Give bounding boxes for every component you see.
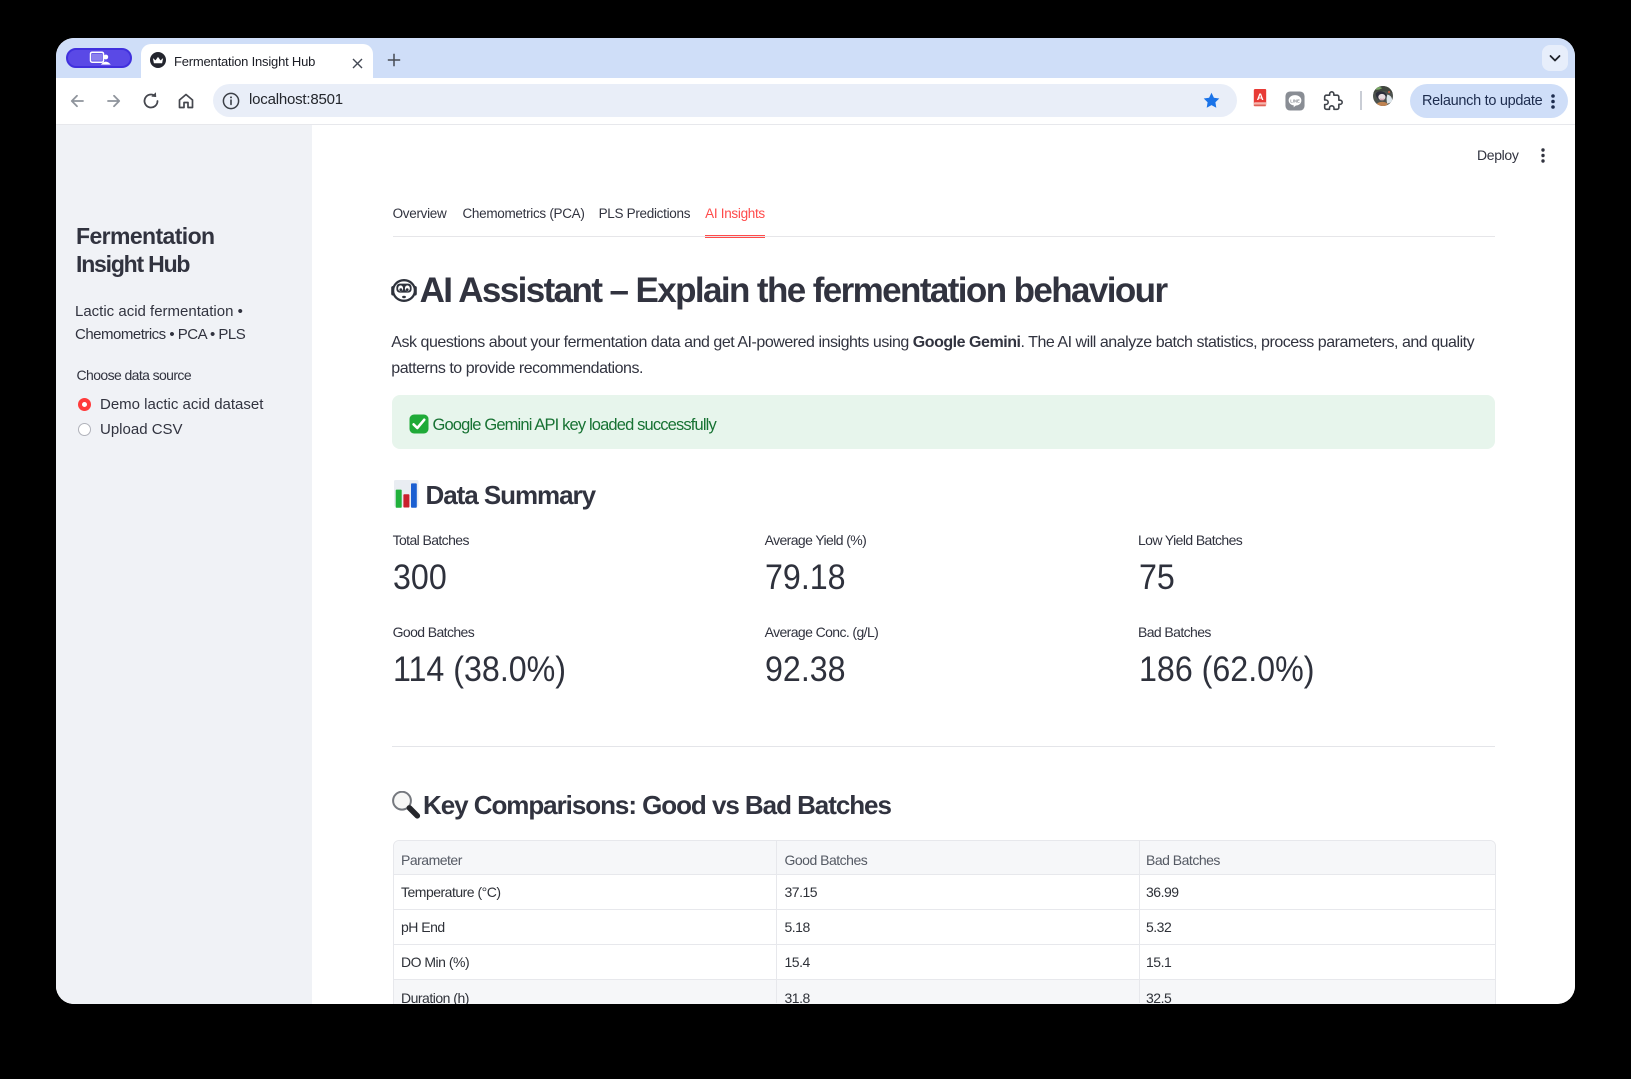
svg-text:A: A [1257,92,1264,103]
svg-text:LINE: LINE [1290,98,1300,103]
